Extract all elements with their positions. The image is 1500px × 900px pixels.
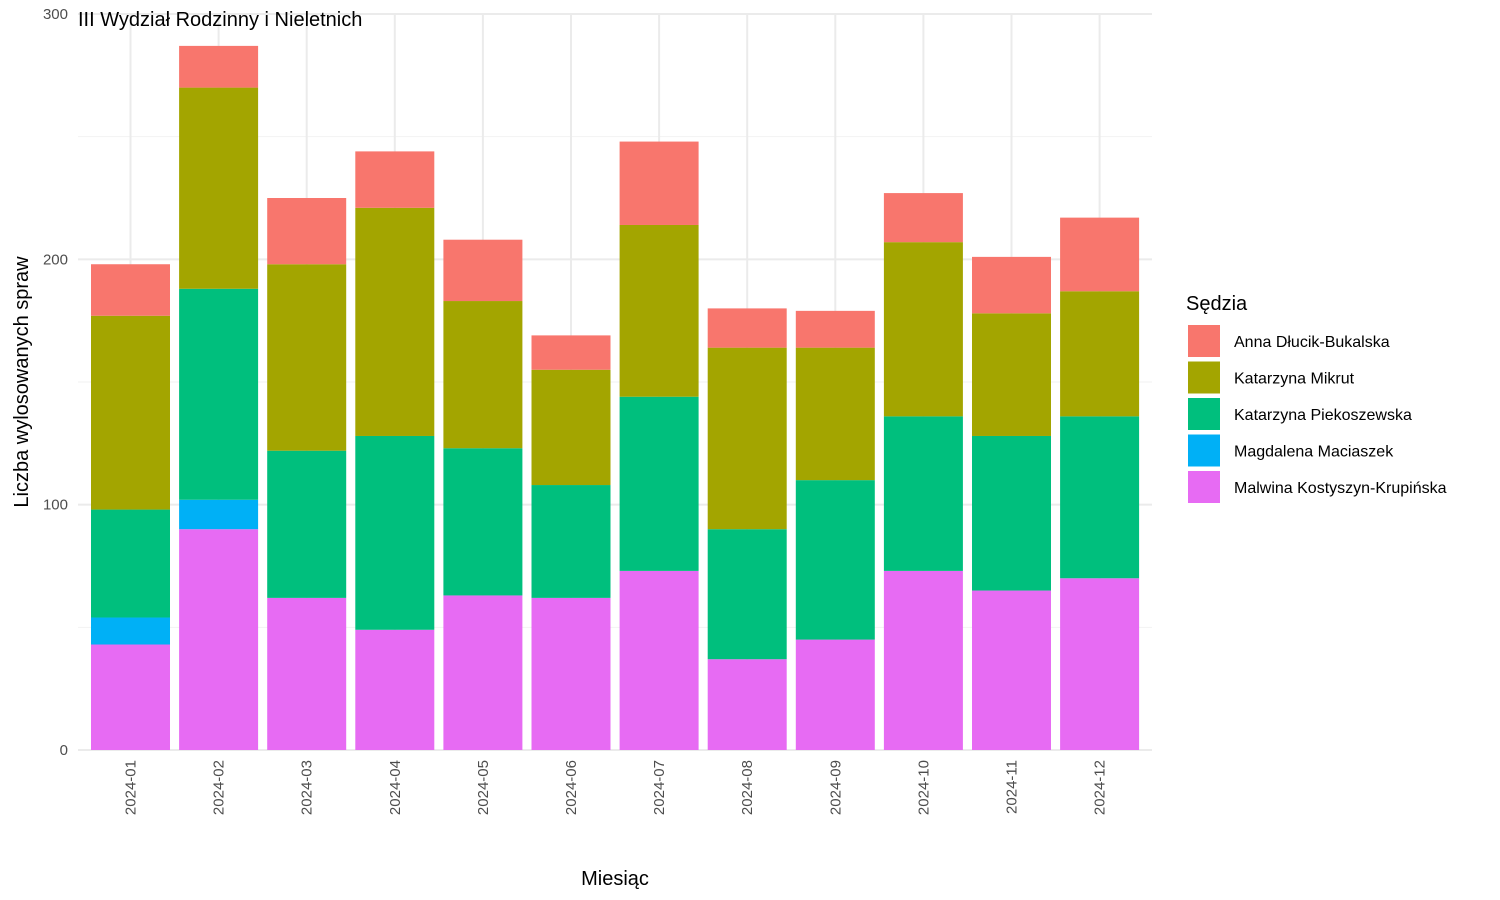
legend-swatch (1188, 325, 1220, 357)
y-tick-label: 300 (43, 6, 68, 23)
bar-segment (179, 499, 259, 530)
bar-segment (972, 256, 1051, 314)
bar-segment (883, 242, 963, 417)
bar-segment (972, 435, 1051, 591)
bar-segment (267, 198, 347, 265)
bar-segment (91, 509, 170, 618)
bar-segment (707, 659, 787, 750)
bar-segment (531, 485, 611, 598)
bar-segment (1060, 291, 1140, 417)
bar-segment (619, 570, 699, 750)
bar-segment (619, 224, 699, 397)
bar-segment (267, 264, 347, 451)
bar-segment (1060, 217, 1140, 292)
bar-segment (883, 570, 963, 750)
y-axis-ticks: 0 100 200 300 (43, 6, 68, 759)
bar-segment (267, 450, 347, 598)
bar-segment (179, 45, 259, 88)
bar-segment (443, 301, 523, 449)
bar-segment (972, 313, 1051, 436)
y-tick-label: 0 (60, 742, 68, 759)
bar-segment (355, 435, 435, 630)
x-tick-label: 2024-12 (1092, 760, 1109, 815)
x-axis-ticks: 2024-01 2024-02 2024-03 2024-04 2024-05 2024-… (123, 760, 1109, 815)
bar-segment (795, 347, 875, 481)
x-axis-title: Miesiąc (581, 868, 649, 890)
x-tick-label: 2024-06 (563, 760, 580, 815)
x-tick-label: 2024-02 (211, 760, 228, 815)
bar-segment (355, 151, 435, 208)
bar-segment (179, 288, 259, 500)
bar-segment (707, 308, 787, 348)
bar-segment (179, 87, 259, 289)
bar-segment (707, 529, 787, 660)
bar-segment (179, 529, 259, 750)
legend-swatch (1188, 434, 1220, 467)
bar-segment (267, 597, 347, 750)
bars (91, 45, 1140, 750)
bar-segment (91, 264, 170, 316)
legend-title: Sędzia (1186, 293, 1248, 315)
bar-segment (355, 629, 435, 750)
y-axis-title: Liczba wylosowanych spraw (11, 256, 33, 508)
chart-title: III Wydział Rodzinny i Nieletnich (78, 9, 362, 31)
bar-segment (91, 315, 170, 510)
legend-label: Magdalena Maciaszek (1234, 444, 1394, 461)
bar-segment (883, 416, 963, 571)
y-tick-label: 200 (43, 251, 68, 268)
x-tick-label: 2024-03 (299, 760, 316, 815)
bar-segment (795, 480, 875, 640)
bar-segment (443, 595, 523, 750)
bar-segment (531, 369, 611, 486)
x-tick-label: 2024-10 (915, 760, 932, 815)
legend-swatch (1188, 361, 1220, 394)
bar-segment (1060, 416, 1140, 579)
x-tick-label: 2024-09 (827, 760, 844, 815)
legend: Sędzia Anna Dłucik-Bukalska Katarzyna Mik… (1186, 293, 1447, 503)
bar-segment (91, 617, 170, 645)
bar-segment (355, 207, 435, 436)
x-tick-label: 2024-08 (739, 760, 756, 815)
bar-segment (972, 590, 1051, 750)
bar-segment (531, 597, 611, 750)
x-tick-label: 2024-11 (1004, 760, 1021, 814)
bar-segment (795, 310, 875, 348)
bar-segment (795, 639, 875, 750)
x-tick-label: 2024-05 (475, 760, 492, 815)
bar-segment (619, 396, 699, 571)
y-tick-label: 100 (43, 497, 68, 514)
legend-label: Katarzyna Piekoszewska (1234, 407, 1412, 424)
bar-segment (707, 347, 787, 530)
bar-segment (883, 193, 963, 243)
bar-segment (619, 141, 699, 225)
bar-segment (443, 239, 523, 302)
bar-segment (1060, 578, 1140, 750)
bar-segment (91, 644, 170, 750)
x-tick-label: 2024-07 (651, 760, 668, 815)
legend-swatch (1188, 398, 1220, 430)
legend-swatch (1188, 471, 1220, 503)
x-tick-label: 2024-01 (123, 760, 140, 815)
bar-segment (443, 448, 523, 596)
x-tick-label: 2024-04 (387, 760, 404, 815)
legend-label: Katarzyna Mikrut (1234, 371, 1355, 388)
legend-label: Malwina Kostyszyn-Krupińska (1234, 480, 1447, 497)
bar-segment (531, 335, 611, 370)
legend-label: Anna Dłucik-Bukalska (1234, 334, 1390, 351)
